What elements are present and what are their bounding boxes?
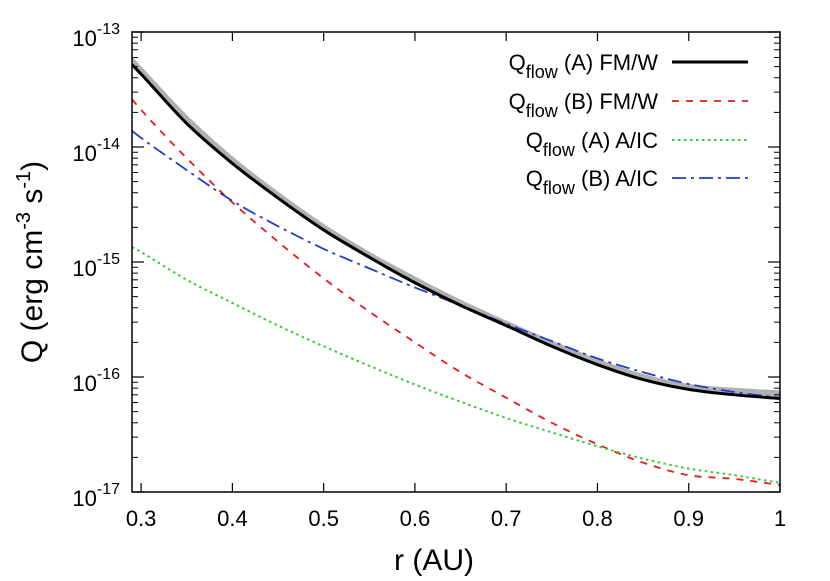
y-tick-label: 10-16 (72, 366, 120, 396)
y-axis-title-end: ) (16, 161, 49, 171)
y-tick-base: 10 (72, 256, 96, 281)
legend-label-main: Q (526, 128, 543, 153)
y-axis-title-mid: s (16, 189, 49, 212)
series-line-2 (132, 98, 780, 486)
y-tick-label: 10-17 (72, 481, 120, 511)
y-axis-title-base: Q (erg cm (16, 230, 49, 363)
y-tick-exponent: -13 (97, 21, 120, 38)
y-tick-base: 10 (72, 141, 96, 166)
y-tick-exponent: -15 (97, 251, 120, 268)
x-tick-label: 1 (774, 506, 786, 531)
x-tick-label: 0.6 (400, 506, 431, 531)
y-tick-base: 10 (72, 26, 96, 51)
legend-label-3: Qflow (A) A/IC (526, 128, 658, 160)
legend-label-sub: flow (526, 101, 559, 121)
y-axis-title: Q (erg cm-3 s-1) (13, 161, 49, 363)
y-tick-exponent: -17 (97, 481, 120, 498)
plot-frame (131, 31, 781, 493)
x-tick-label: 0.3 (126, 506, 157, 531)
tick-layer (132, 31, 781, 493)
y-tick-base: 10 (72, 486, 96, 511)
legend-label-rest: (A) A/IC (575, 128, 658, 153)
y-tick-base: 10 (72, 371, 96, 396)
legend-label-sub: flow (543, 140, 576, 160)
reference-band-layer (132, 57, 780, 397)
x-tick-label: 0.4 (217, 506, 248, 531)
legend-label-rest: (B) A/IC (575, 166, 658, 191)
x-tick-label: 0.5 (308, 506, 339, 531)
x-tick-label: 0.7 (491, 506, 522, 531)
x-tick-labels: 0.3 0.4 0.5 0.6 0.7 0.8 0.9 1 (126, 506, 786, 531)
y-tick-label: 10-13 (72, 21, 120, 51)
legend-label-main: Q (526, 166, 543, 191)
reference-band-line (132, 57, 780, 397)
legend-label-1: Qflow (A) FM/W (509, 50, 659, 82)
y-tick-label: 10-14 (72, 136, 120, 166)
x-tick-label: 0.8 (582, 506, 613, 531)
y-tick-label: 10-15 (72, 251, 120, 281)
legend-label-sub: flow (543, 178, 576, 198)
series-line-1 (132, 63, 780, 401)
series-line-3 (132, 246, 780, 484)
legend-label-4: Qflow (B) A/IC (526, 166, 658, 198)
legend-label-main: Q (509, 50, 526, 75)
y-axis-title-sup2: -1 (13, 171, 35, 189)
legend-label-rest: (A) FM/W (558, 50, 658, 75)
x-axis-title: r (AU) (394, 544, 474, 577)
legend-label-rest: (B) FM/W (558, 89, 658, 114)
legend-label-main: Q (509, 89, 526, 114)
x-tick-label: 0.9 (673, 506, 704, 531)
series-line-4 (132, 130, 780, 399)
legend-label-2: Qflow (B) FM/W (509, 89, 659, 121)
y-tick-exponent: -16 (97, 366, 120, 383)
legend-label-sub: flow (526, 62, 559, 82)
y-axis-title-sup1: -3 (13, 212, 35, 230)
series-layer (132, 63, 780, 486)
y-tick-exponent: -14 (97, 136, 120, 153)
